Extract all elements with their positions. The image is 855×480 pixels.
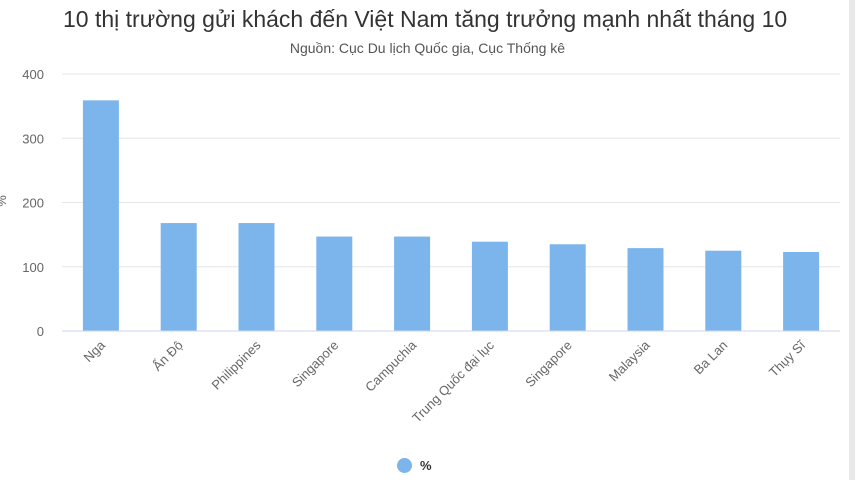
y-axis-ticks: 0 100 200 300 400 xyxy=(22,67,44,339)
y-tick-label: 300 xyxy=(22,131,44,146)
x-tick-label: Ba Lan xyxy=(691,338,731,378)
scrollbar[interactable] xyxy=(849,0,855,480)
bar[interactable] xyxy=(238,223,275,331)
bar[interactable] xyxy=(160,223,197,331)
x-tick-label: Campuchia xyxy=(362,337,420,395)
x-tick-label: Singapore xyxy=(522,338,575,391)
y-tick-label: 0 xyxy=(37,324,44,339)
chart-subtitle: Nguồn: Cục Du lịch Quốc gia, Cục Thống k… xyxy=(289,40,566,56)
x-tick-label: Singapore xyxy=(289,338,342,391)
y-tick-label: 100 xyxy=(22,260,44,275)
x-tick-label: Malaysia xyxy=(606,337,653,384)
y-tick-label: 200 xyxy=(22,196,44,211)
x-tick-label: Nga xyxy=(81,337,109,365)
bar[interactable] xyxy=(627,248,664,331)
bar[interactable] xyxy=(82,100,119,331)
x-tick-label: Thụy Sĩ xyxy=(766,337,809,380)
x-tick-label: Ấn Độ xyxy=(150,338,186,374)
legend-label: % xyxy=(420,457,432,473)
y-axis-label: % xyxy=(0,195,9,207)
legend-item[interactable]: % xyxy=(397,456,432,474)
bar[interactable] xyxy=(705,250,742,331)
bar[interactable] xyxy=(316,236,353,331)
x-tick-label: Trung Quốc đại lục xyxy=(409,337,497,425)
bars xyxy=(82,100,820,331)
bar[interactable] xyxy=(471,241,508,331)
bar[interactable] xyxy=(394,236,431,331)
bar[interactable] xyxy=(549,244,586,331)
x-axis-ticks: Nga Ấn Độ Philippines Singapore CampuchiaTru… xyxy=(81,337,810,426)
y-tick-label: 400 xyxy=(22,67,44,82)
x-tick-label: Philippines xyxy=(209,337,264,392)
bar[interactable] xyxy=(783,251,820,331)
chart-title: 10 thị trường gửi khách đến Việt Nam tăn… xyxy=(63,6,788,32)
legend-marker xyxy=(397,457,412,473)
